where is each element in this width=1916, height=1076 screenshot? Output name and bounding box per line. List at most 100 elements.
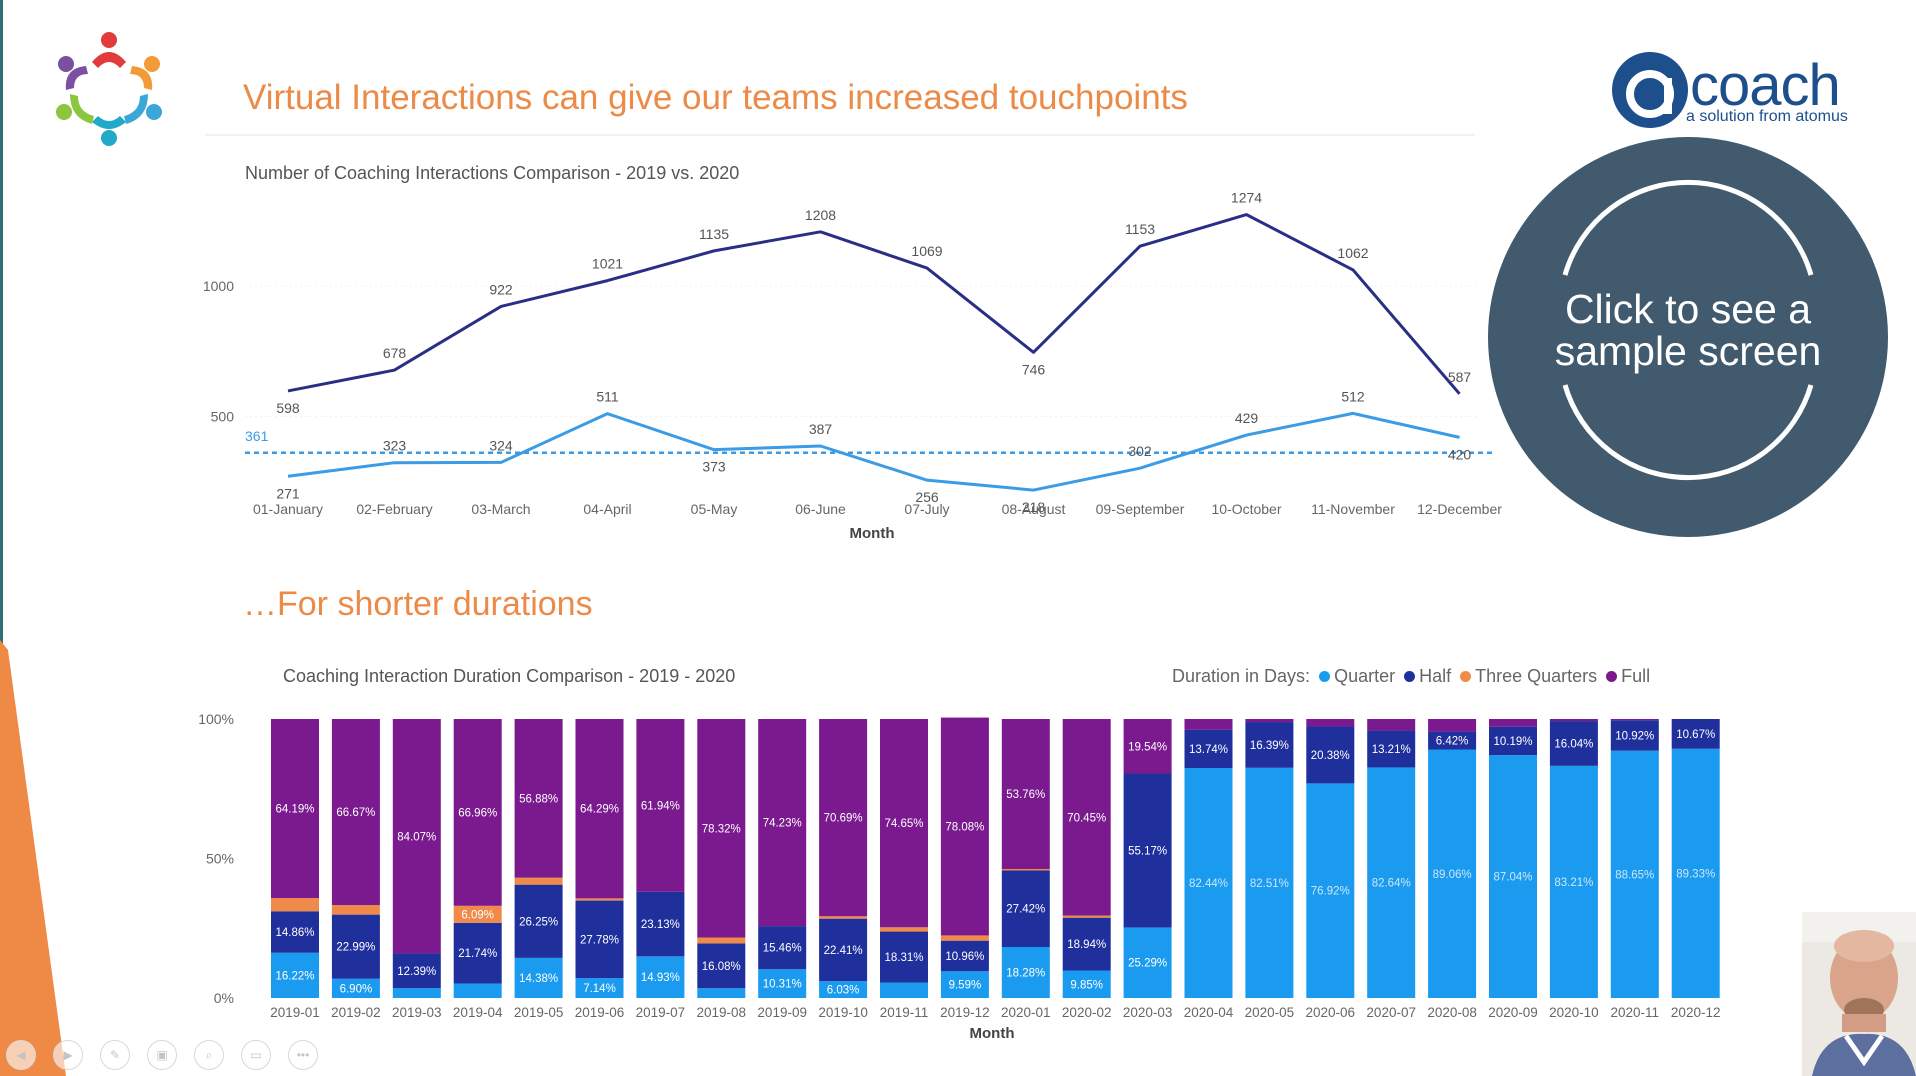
previous-slide-icon[interactable]: ◀ xyxy=(6,1040,36,1070)
acoach-logo-mark xyxy=(1612,52,1688,128)
bar-data-label: 10.92% xyxy=(1615,730,1654,742)
data-label: 271 xyxy=(276,485,300,501)
series-line-2020 xyxy=(287,411,1460,492)
zoom-icon[interactable]: ⌕ xyxy=(194,1040,224,1070)
bar-segment-full xyxy=(1367,719,1416,731)
bar-segment-half xyxy=(697,943,746,989)
data-label: 598 xyxy=(276,400,300,416)
data-label: 1069 xyxy=(911,243,942,259)
presenter-portrait xyxy=(1802,912,1916,1076)
bar-segment-full xyxy=(1610,719,1659,721)
bar-data-label: 76.92% xyxy=(1311,886,1350,898)
bar-data-label: 19.54% xyxy=(1128,741,1167,753)
bar-data-label: 14.86% xyxy=(275,927,314,939)
x-tick-label: 2020-08 xyxy=(1427,1005,1477,1020)
bar-data-label: 13.21% xyxy=(1372,744,1411,756)
bar-segment-half xyxy=(1610,720,1659,751)
bar-segment-three-quarters xyxy=(880,927,928,932)
x-tick-label: 2020-02 xyxy=(1062,1005,1112,1020)
line-chart-title: Number of Coaching Interactions Comparis… xyxy=(245,163,740,183)
bar-segment-full xyxy=(271,719,319,899)
x-tick-label: 2020-10 xyxy=(1549,1005,1599,1020)
x-tick-label: 2019-06 xyxy=(575,1005,625,1020)
next-slide-icon[interactable]: ▶ xyxy=(53,1040,83,1070)
bar-segment-quarter xyxy=(1306,783,1355,998)
subtitles-icon[interactable]: ▭ xyxy=(241,1040,271,1070)
bar-data-label: 88.65% xyxy=(1615,869,1654,881)
bar-data-label: 7.14% xyxy=(583,983,616,995)
pen-icon[interactable]: ✎ xyxy=(100,1040,130,1070)
bar-segment-half xyxy=(453,922,502,984)
three-quarters-dot-icon xyxy=(1460,671,1472,682)
bar-data-label: 15.46% xyxy=(763,943,802,955)
x-tick-label: 04-April xyxy=(583,501,631,517)
x-tick-label: 2019-04 xyxy=(453,1005,503,1020)
legend-label-full: Full xyxy=(1621,666,1651,686)
data-label: 746 xyxy=(1022,361,1046,377)
bar-segment-quarter xyxy=(1184,767,1233,998)
x-tick-label: 2020-05 xyxy=(1245,1005,1295,1020)
data-label: 1021 xyxy=(592,256,623,272)
bar-segment-quarter xyxy=(1123,927,1172,998)
bar-data-label: 9.85% xyxy=(1070,979,1103,991)
bar-chart-title: Coaching Interaction Duration Comparison… xyxy=(283,666,736,686)
legend-item-half[interactable]: Half xyxy=(1404,666,1451,687)
bar-segment-full xyxy=(880,719,928,928)
bar-data-label: 27.78% xyxy=(580,934,619,946)
legend-title: Duration in Days: xyxy=(1172,666,1311,686)
bar-segment-three-quarters xyxy=(271,898,319,912)
sample-screen-button[interactable] xyxy=(1488,137,1888,537)
bar-data-label: 66.96% xyxy=(458,807,497,819)
bar-segment-half xyxy=(1123,773,1172,928)
bar-segment-full xyxy=(1306,719,1355,727)
x-tick-label: 2020-07 xyxy=(1366,1005,1416,1020)
bar-segment-full xyxy=(697,719,746,938)
more-options-icon[interactable]: ••• xyxy=(288,1040,318,1070)
legend-item-three-quarters[interactable]: Three Quarters xyxy=(1460,666,1597,687)
x-tick-label: 12-December xyxy=(1417,501,1502,517)
bar-data-label: 18.94% xyxy=(1067,939,1106,951)
orange-decoration xyxy=(0,640,66,1076)
bar-segment-half xyxy=(514,884,563,958)
legend-item-quarter[interactable]: Quarter xyxy=(1319,666,1395,687)
data-label: 324 xyxy=(489,437,513,453)
bar-data-label: 10.67% xyxy=(1676,729,1715,741)
bar-segment-three-quarters xyxy=(1062,915,1111,918)
legend-item-full[interactable]: Full xyxy=(1606,666,1650,687)
bar-segment-full xyxy=(1001,719,1050,869)
bar-data-label: 16.22% xyxy=(275,970,314,982)
bar-segment-three-quarters xyxy=(575,898,624,901)
slides-icon[interactable]: ▣ xyxy=(147,1040,177,1070)
bar-segment-full xyxy=(1549,719,1598,722)
presentation-controls: ◀ ▶ ✎ ▣ ⌕ ▭ ••• xyxy=(6,1040,318,1070)
bar-segment-half xyxy=(1428,731,1477,750)
bar-segment-full xyxy=(1184,719,1233,730)
x-tick-label: 09-September xyxy=(1096,501,1185,517)
bar-data-label: 14.93% xyxy=(641,972,680,984)
bar-segment-half xyxy=(1549,721,1598,766)
bar-data-label: 10.19% xyxy=(1493,736,1532,748)
data-label: 1135 xyxy=(699,226,729,242)
x-tick-label: 05-May xyxy=(691,501,738,517)
bar-segment-half xyxy=(940,940,989,972)
bar-data-label: 13.74% xyxy=(1189,744,1228,756)
data-label: 922 xyxy=(489,281,513,297)
bar-data-label: 12.39% xyxy=(397,966,436,978)
bar-segment-half xyxy=(1001,870,1050,947)
data-label: 1153 xyxy=(1125,221,1155,237)
x-tick-label: 2019-02 xyxy=(331,1005,381,1020)
bar-data-label: 6.90% xyxy=(340,983,373,995)
bar-data-label: 27.42% xyxy=(1006,904,1045,916)
section-subtitle: …For shorter durations xyxy=(243,585,593,623)
brand-tagline: a solution from atomus xyxy=(1686,108,1848,125)
x-tick-label: 2020-06 xyxy=(1306,1005,1356,1020)
x-tick-label: 2019-10 xyxy=(818,1005,868,1020)
bar-data-label: 78.08% xyxy=(945,821,984,833)
bar-data-label: 89.33% xyxy=(1676,868,1715,880)
bar-segment-full xyxy=(1489,719,1537,727)
data-label: 323 xyxy=(383,438,407,454)
x-tick-label: 2020-04 xyxy=(1184,1005,1234,1020)
bar-data-label: 82.51% xyxy=(1250,878,1289,890)
bar-segment-three-quarters xyxy=(331,905,380,915)
x-tick-label: 03-March xyxy=(471,501,530,517)
